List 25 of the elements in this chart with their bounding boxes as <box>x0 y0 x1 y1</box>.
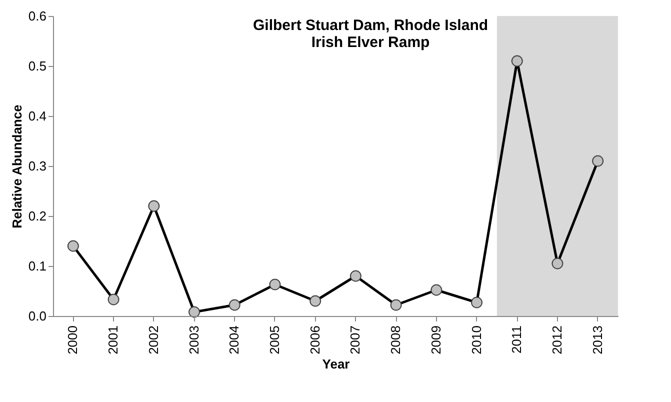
x-tick-label: 2005 <box>266 326 282 354</box>
y-tick-label: 0.2 <box>28 208 46 224</box>
y-tick-label: 0.5 <box>28 58 46 74</box>
x-tick-label: 2008 <box>388 326 404 354</box>
x-tick-label: 2009 <box>428 326 444 354</box>
y-tick-label: 0.6 <box>28 8 46 24</box>
x-tick-label: 2006 <box>307 326 322 354</box>
x-tick-label: 2012 <box>549 326 564 354</box>
x-tick-label: 2003 <box>186 326 202 354</box>
x-tick-label: 2000 <box>65 326 80 354</box>
x-tick-label: 2004 <box>226 326 242 354</box>
x-tick-label: 2007 <box>348 326 363 354</box>
y-tick-label: 0.3 <box>28 158 46 174</box>
x-axis-title: Year <box>322 356 350 372</box>
chart-title: Gilbert Stuart Dam, Rhode Island <box>252 17 488 34</box>
y-tick-label: 0.4 <box>28 108 46 124</box>
y-tick-label: 0.1 <box>28 258 46 274</box>
x-tick-label: 2001 <box>106 326 121 354</box>
y-tick-label: 0.0 <box>28 308 46 324</box>
x-tick-label: 2013 <box>590 326 605 354</box>
text: Irish Elver Ramp <box>311 34 430 51</box>
x-tick-label: 2011 <box>509 326 524 354</box>
y-axis-title: Relative Abundance <box>9 104 24 228</box>
x-tick-label: 2002 <box>146 326 161 354</box>
x-tick-label: 2010 <box>468 326 484 354</box>
